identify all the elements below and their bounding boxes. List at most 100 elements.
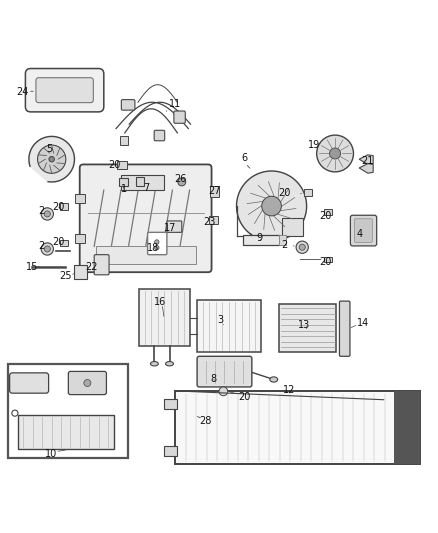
Bar xyxy=(74,265,87,279)
Text: 6: 6 xyxy=(241,153,247,163)
FancyBboxPatch shape xyxy=(25,69,104,112)
Bar xyxy=(60,204,68,211)
Text: 25: 25 xyxy=(60,271,72,281)
Bar xyxy=(197,300,261,352)
Circle shape xyxy=(178,178,186,186)
Text: 5: 5 xyxy=(46,144,52,154)
Bar xyxy=(324,209,332,215)
Text: 26: 26 xyxy=(175,174,187,184)
Text: 8: 8 xyxy=(210,374,216,384)
Polygon shape xyxy=(237,171,307,241)
Bar xyxy=(18,415,114,449)
Text: 12: 12 xyxy=(283,385,295,395)
Text: 11: 11 xyxy=(169,100,181,109)
Text: 21: 21 xyxy=(362,156,374,166)
Circle shape xyxy=(49,157,54,162)
FancyBboxPatch shape xyxy=(339,301,350,356)
Text: 15: 15 xyxy=(26,262,38,271)
Text: 18: 18 xyxy=(147,243,159,253)
Circle shape xyxy=(38,145,66,173)
Bar xyxy=(279,304,336,352)
Text: 22: 22 xyxy=(85,262,97,272)
Circle shape xyxy=(155,240,159,244)
Text: 20: 20 xyxy=(279,188,291,198)
Bar xyxy=(394,391,420,464)
Text: 14: 14 xyxy=(357,318,369,328)
Text: 7: 7 xyxy=(143,183,149,193)
Text: 13: 13 xyxy=(298,320,311,330)
Bar xyxy=(175,391,420,464)
Circle shape xyxy=(219,387,228,395)
FancyBboxPatch shape xyxy=(148,232,167,255)
Text: 2: 2 xyxy=(39,241,45,252)
Text: 4: 4 xyxy=(357,229,363,239)
FancyBboxPatch shape xyxy=(121,100,135,110)
Text: 1: 1 xyxy=(120,183,127,193)
Circle shape xyxy=(41,208,53,220)
Bar xyxy=(120,175,164,190)
Ellipse shape xyxy=(150,361,159,366)
Bar xyxy=(136,177,144,187)
FancyBboxPatch shape xyxy=(94,255,109,275)
FancyBboxPatch shape xyxy=(80,165,212,272)
Bar xyxy=(8,364,128,458)
Bar xyxy=(117,161,127,169)
Bar xyxy=(164,446,177,456)
FancyBboxPatch shape xyxy=(68,372,106,394)
Text: 9: 9 xyxy=(257,232,263,243)
Bar xyxy=(282,219,303,236)
FancyBboxPatch shape xyxy=(354,219,372,243)
Circle shape xyxy=(296,241,308,253)
Ellipse shape xyxy=(270,377,278,382)
Text: 17: 17 xyxy=(164,223,176,233)
Text: 19: 19 xyxy=(308,140,321,150)
Bar xyxy=(75,234,85,243)
Circle shape xyxy=(262,196,281,216)
Circle shape xyxy=(299,244,305,251)
Bar xyxy=(60,240,68,246)
Circle shape xyxy=(317,135,353,172)
Circle shape xyxy=(84,379,91,386)
Text: 20: 20 xyxy=(109,160,121,170)
Text: 20: 20 xyxy=(238,392,251,401)
Text: 20: 20 xyxy=(52,237,64,247)
Text: 27: 27 xyxy=(208,185,221,196)
Bar xyxy=(164,399,177,409)
Circle shape xyxy=(155,246,159,250)
Text: 24: 24 xyxy=(17,87,29,97)
Text: 2: 2 xyxy=(282,240,288,251)
FancyBboxPatch shape xyxy=(174,111,185,123)
Bar xyxy=(209,216,218,224)
Text: 10: 10 xyxy=(45,449,57,458)
Bar xyxy=(75,194,85,203)
Bar xyxy=(304,189,312,197)
FancyBboxPatch shape xyxy=(350,215,377,246)
Polygon shape xyxy=(29,136,74,182)
FancyBboxPatch shape xyxy=(197,356,252,387)
FancyBboxPatch shape xyxy=(10,373,49,393)
Text: 20: 20 xyxy=(319,211,331,221)
Polygon shape xyxy=(359,164,373,173)
Polygon shape xyxy=(359,155,373,165)
FancyBboxPatch shape xyxy=(154,130,165,141)
Circle shape xyxy=(329,148,341,159)
FancyBboxPatch shape xyxy=(36,78,93,103)
Circle shape xyxy=(44,211,50,217)
Circle shape xyxy=(44,246,50,252)
Bar xyxy=(243,235,280,246)
Bar xyxy=(95,246,195,264)
Bar xyxy=(119,177,128,187)
Ellipse shape xyxy=(166,361,173,366)
Text: 16: 16 xyxy=(154,296,166,306)
Text: 20: 20 xyxy=(319,257,331,267)
Bar xyxy=(210,186,219,197)
Text: 28: 28 xyxy=(200,416,212,426)
Bar xyxy=(324,257,332,262)
Bar xyxy=(120,135,128,145)
Text: 23: 23 xyxy=(203,217,215,227)
Text: 20: 20 xyxy=(52,202,64,212)
Text: 2: 2 xyxy=(39,206,45,216)
Circle shape xyxy=(41,243,53,255)
Bar xyxy=(139,289,190,346)
Bar xyxy=(279,235,286,246)
